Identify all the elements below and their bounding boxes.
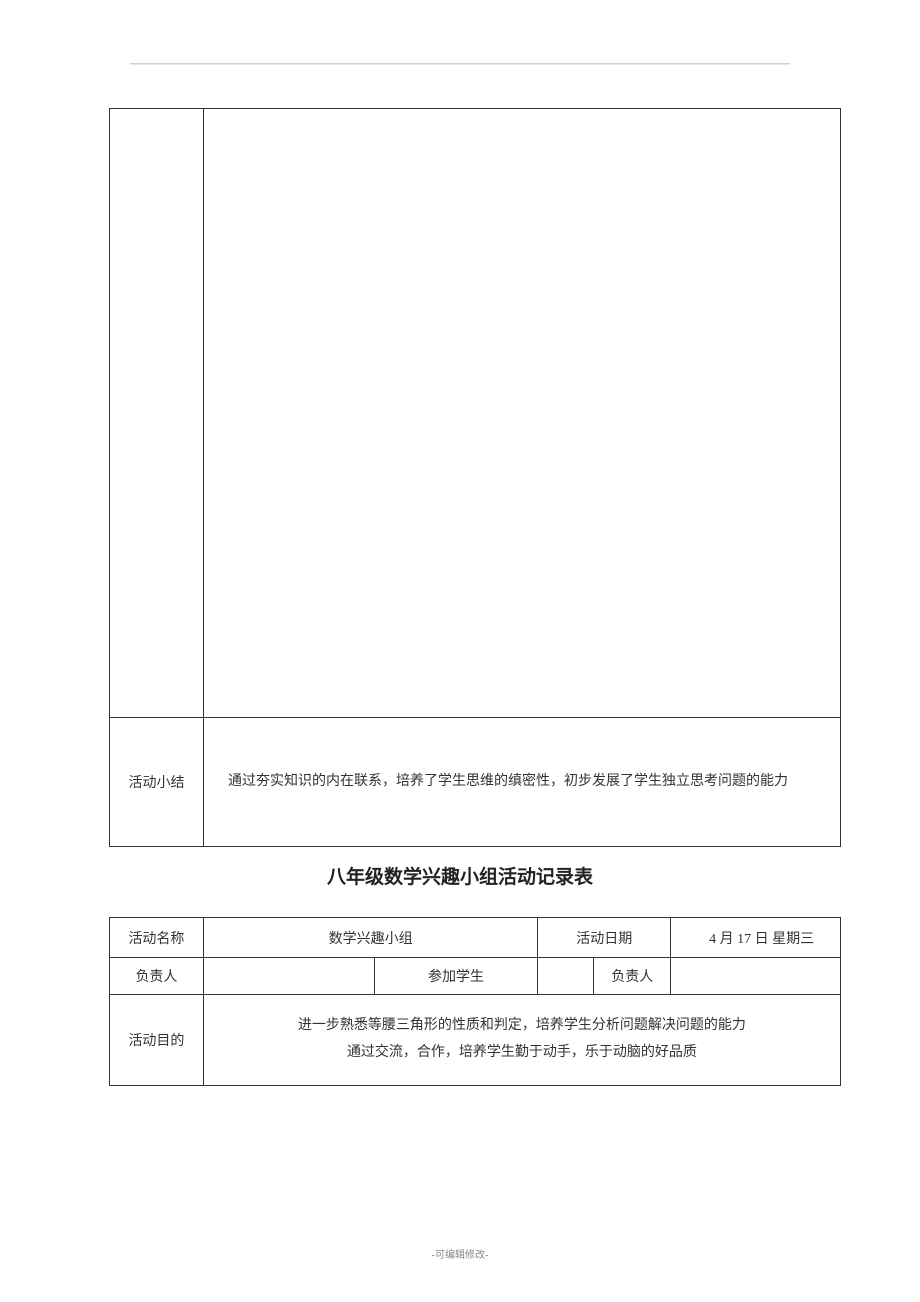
header-rule-line	[130, 63, 790, 65]
responsible-row: 负责人 参加学生 负责人	[110, 958, 841, 995]
purpose-label: 活动目的	[110, 995, 204, 1086]
activity-name-value: 数学兴趣小组	[203, 918, 537, 958]
upper-blank-label	[110, 109, 204, 718]
section-title: 八年级数学兴趣小组活动记录表	[0, 862, 920, 889]
summary-row: 活动小结 通过夯实知识的内在联系，培养了学生思维的缜密性，初步发展了学生独立思考…	[110, 718, 841, 847]
summary-label: 活动小结	[110, 718, 204, 847]
footer-text: -可编辑修改-	[0, 1246, 920, 1261]
participants-value	[538, 958, 594, 995]
responsible-label-2: 负责人	[594, 958, 671, 995]
activity-name-row: 活动名称 数学兴趣小组 活动日期 4 月 17 日 星期三	[110, 918, 841, 958]
responsible-value-1	[203, 958, 374, 995]
activity-date-label: 活动日期	[538, 918, 671, 958]
activity-name-label: 活动名称	[110, 918, 204, 958]
purpose-line-1: 进一步熟悉等腰三角形的性质和判定，培养学生分析问题解决问题的能力	[214, 1013, 830, 1040]
upper-blank-row	[110, 109, 841, 718]
purpose-line-2: 通过交流，合作，培养学生勤于动手，乐于动脑的好品质	[214, 1040, 830, 1067]
responsible-value-2	[671, 958, 841, 995]
summary-content-cell: 通过夯实知识的内在联系，培养了学生思维的缜密性，初步发展了学生独立思考问题的能力	[204, 718, 841, 847]
responsible-label-1: 负责人	[110, 958, 204, 995]
participants-label: 参加学生	[374, 958, 538, 995]
upper-table: 活动小结 通过夯实知识的内在联系，培养了学生思维的缜密性，初步发展了学生独立思考…	[109, 108, 841, 847]
activity-date-value: 4 月 17 日 星期三	[671, 918, 841, 958]
purpose-row: 活动目的 进一步熟悉等腰三角形的性质和判定，培养学生分析问题解决问题的能力 通过…	[110, 995, 841, 1086]
upper-blank-content	[204, 109, 841, 718]
purpose-content-cell: 进一步熟悉等腰三角形的性质和判定，培养学生分析问题解决问题的能力 通过交流，合作…	[203, 995, 840, 1086]
lower-table: 活动名称 数学兴趣小组 活动日期 4 月 17 日 星期三 负责人 参加学生 负…	[109, 917, 841, 1086]
summary-text: 通过夯实知识的内在联系，培养了学生思维的缜密性，初步发展了学生独立思考问题的能力	[214, 768, 830, 796]
